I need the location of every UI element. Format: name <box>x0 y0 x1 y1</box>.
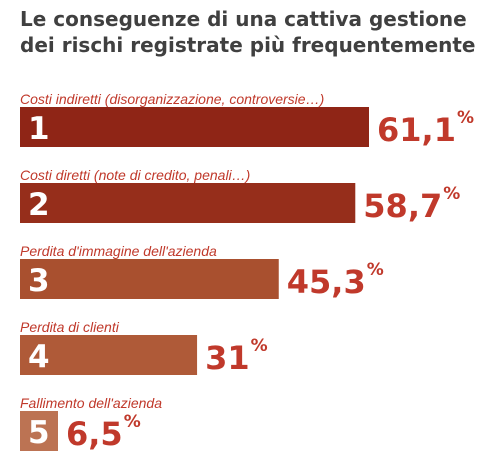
rank-label-2: 2 <box>28 187 50 223</box>
value-label-3: 45,3 <box>287 263 366 301</box>
percent-sign-3: % <box>367 260 384 280</box>
value-label-5: 6,5 <box>66 415 123 453</box>
bar-2 <box>20 183 356 223</box>
bar-3 <box>20 259 279 299</box>
value-label-4: 31 <box>205 339 250 377</box>
category-label-4: Perdita di clienti <box>20 319 120 335</box>
percent-sign-2: % <box>443 184 460 204</box>
percent-sign-5: % <box>124 412 141 432</box>
percent-sign-4: % <box>251 336 268 356</box>
bar-4 <box>20 335 198 375</box>
category-label-1: Costi indiretti (disorganizzazione, cont… <box>20 91 324 107</box>
category-label-3: Perdita d'immagine dell'azienda <box>20 243 217 259</box>
percent-sign-1: % <box>457 108 474 128</box>
rank-label-1: 1 <box>28 111 50 147</box>
rank-label-3: 3 <box>28 263 50 299</box>
category-label-2: Costi diretti (note di credito, penali…) <box>20 167 250 183</box>
bar-5 <box>20 411 58 451</box>
rank-label-5: 5 <box>28 415 50 451</box>
bar-1 <box>20 107 369 147</box>
rank-label-4: 4 <box>28 339 50 375</box>
category-label-5: Fallimento dell'azienda <box>20 395 162 411</box>
chart-title: Le conseguenze di una cattiva gestione d… <box>20 7 476 57</box>
value-label-1: 61,1 <box>377 111 456 149</box>
value-label-2: 58,7 <box>363 187 442 225</box>
